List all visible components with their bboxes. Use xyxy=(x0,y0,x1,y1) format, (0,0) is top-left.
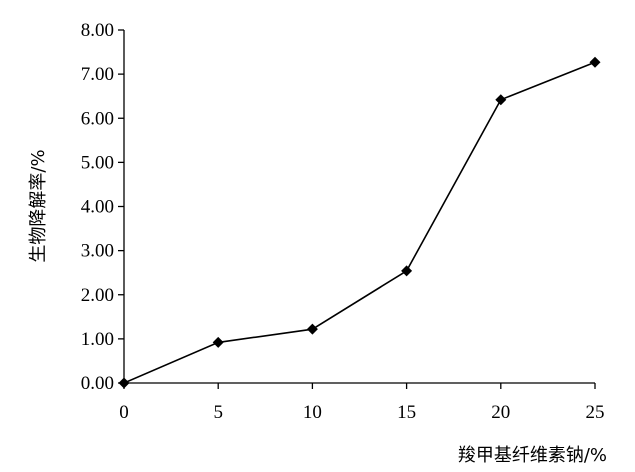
y-tick-label: 5.00 xyxy=(81,152,114,173)
y-tick-label: 8.00 xyxy=(81,20,114,41)
x-axis-ticks: 0 5 10 15 20 25 xyxy=(119,383,605,423)
data-point-marker xyxy=(401,265,413,277)
data-point-marker xyxy=(589,56,601,68)
data-point-marker xyxy=(495,94,507,106)
x-tick-label: 0 xyxy=(119,402,129,423)
y-tick-label: 0.00 xyxy=(81,373,114,394)
y-tick-label: 2.00 xyxy=(81,285,114,306)
x-tick-label: 25 xyxy=(586,402,605,423)
series-line xyxy=(123,61,596,384)
y-tick-label: 7.00 xyxy=(81,64,114,85)
axes xyxy=(123,30,595,384)
y-tick-label: 1.00 xyxy=(81,329,114,350)
y-axis-title: 生物降解率/% xyxy=(28,149,49,262)
y-axis-ticks: 0.00 1.00 2.00 3.00 4.00 5.00 6.00 7.00 8.00 xyxy=(81,20,124,394)
x-tick-label: 10 xyxy=(303,402,322,423)
x-tick-label: 15 xyxy=(397,402,416,423)
x-tick-label: 5 xyxy=(213,402,223,423)
data-point-marker xyxy=(118,377,130,389)
series-group xyxy=(118,56,601,389)
y-tick-label: 6.00 xyxy=(81,108,114,129)
x-axis-title: 羧甲基纤维素钠/% xyxy=(458,445,607,466)
x-tick-label: 20 xyxy=(491,402,510,423)
data-point-marker xyxy=(306,323,318,335)
y-tick-label: 3.00 xyxy=(81,241,114,262)
data-point-marker xyxy=(212,336,224,348)
y-tick-label: 4.00 xyxy=(81,197,114,218)
